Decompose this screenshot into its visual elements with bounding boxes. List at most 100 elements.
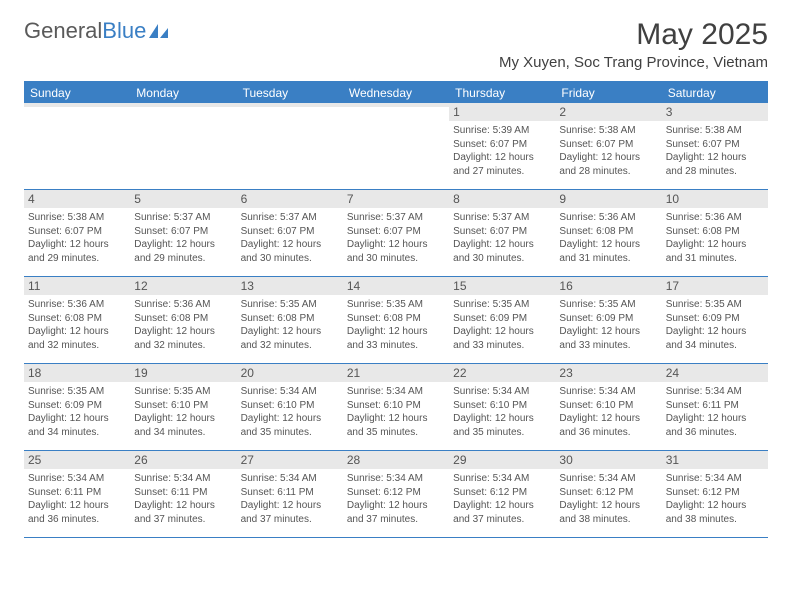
sunset-text: Sunset: 6:07 PM bbox=[347, 225, 445, 239]
sunrise-text: Sunrise: 5:34 AM bbox=[241, 385, 339, 399]
sunset-text: Sunset: 6:10 PM bbox=[347, 399, 445, 413]
weeks-container: 1Sunrise: 5:39 AMSunset: 6:07 PMDaylight… bbox=[24, 103, 768, 538]
week-row: 11Sunrise: 5:36 AMSunset: 6:08 PMDayligh… bbox=[24, 277, 768, 364]
sunrise-text: Sunrise: 5:39 AM bbox=[453, 124, 551, 138]
day-number: 23 bbox=[555, 364, 661, 382]
sunrise-text: Sunrise: 5:34 AM bbox=[666, 472, 764, 486]
daylight-text: Daylight: 12 hours and 34 minutes. bbox=[28, 412, 126, 439]
day-cell bbox=[24, 103, 130, 189]
sunset-text: Sunset: 6:07 PM bbox=[453, 138, 551, 152]
day-number: 8 bbox=[449, 190, 555, 208]
day-number: 1 bbox=[449, 103, 555, 121]
daylight-text: Daylight: 12 hours and 36 minutes. bbox=[559, 412, 657, 439]
day-cell: 12Sunrise: 5:36 AMSunset: 6:08 PMDayligh… bbox=[130, 277, 236, 363]
sunset-text: Sunset: 6:08 PM bbox=[559, 225, 657, 239]
day-cell: 9Sunrise: 5:36 AMSunset: 6:08 PMDaylight… bbox=[555, 190, 661, 276]
day-cell: 6 Sunrise: 5:37 AMSunset: 6:07 PMDaylight… bbox=[237, 190, 343, 276]
week-row: 25Sunrise: 5:34 AMSunset: 6:11 PMDayligh… bbox=[24, 451, 768, 538]
weekday-header-row: Sunday Monday Tuesday Wednesday Thursday… bbox=[24, 83, 768, 103]
daylight-text: Daylight: 12 hours and 37 minutes. bbox=[134, 499, 232, 526]
sunset-text: Sunset: 6:09 PM bbox=[453, 312, 551, 326]
day-number: 22 bbox=[449, 364, 555, 382]
sunrise-text: Sunrise: 5:34 AM bbox=[347, 385, 445, 399]
day-number: 28 bbox=[343, 451, 449, 469]
daylight-text: Daylight: 12 hours and 29 minutes. bbox=[28, 238, 126, 265]
weekday-monday: Monday bbox=[130, 83, 236, 103]
sunrise-text: Sunrise: 5:34 AM bbox=[453, 385, 551, 399]
day-number: 6 bbox=[237, 190, 343, 208]
day-cell: 13Sunrise: 5:35 AMSunset: 6:08 PMDayligh… bbox=[237, 277, 343, 363]
sunrise-text: Sunrise: 5:34 AM bbox=[559, 472, 657, 486]
sunset-text: Sunset: 6:07 PM bbox=[666, 138, 764, 152]
day-cell bbox=[237, 103, 343, 189]
day-cell: 11Sunrise: 5:36 AMSunset: 6:08 PMDayligh… bbox=[24, 277, 130, 363]
header: GeneralBlue May 2025 My Xuyen, Soc Trang… bbox=[24, 18, 768, 71]
day-number: 17 bbox=[662, 277, 768, 295]
sunrise-text: Sunrise: 5:34 AM bbox=[559, 385, 657, 399]
day-number: 31 bbox=[662, 451, 768, 469]
daylight-text: Daylight: 12 hours and 32 minutes. bbox=[28, 325, 126, 352]
day-number bbox=[24, 103, 130, 107]
day-number: 13 bbox=[237, 277, 343, 295]
day-number bbox=[343, 103, 449, 107]
logo-sail-icon bbox=[148, 22, 170, 40]
week-row: 1Sunrise: 5:39 AMSunset: 6:07 PMDaylight… bbox=[24, 103, 768, 190]
daylight-text: Daylight: 12 hours and 33 minutes. bbox=[347, 325, 445, 352]
daylight-text: Daylight: 12 hours and 30 minutes. bbox=[241, 238, 339, 265]
daylight-text: Daylight: 12 hours and 28 minutes. bbox=[666, 151, 764, 178]
day-cell: 24Sunrise: 5:34 AMSunset: 6:11 PMDayligh… bbox=[662, 364, 768, 450]
sunset-text: Sunset: 6:08 PM bbox=[28, 312, 126, 326]
day-cell: 29Sunrise: 5:34 AMSunset: 6:12 PMDayligh… bbox=[449, 451, 555, 537]
day-cell bbox=[130, 103, 236, 189]
day-number: 2 bbox=[555, 103, 661, 121]
daylight-text: Daylight: 12 hours and 32 minutes. bbox=[241, 325, 339, 352]
daylight-text: Daylight: 12 hours and 29 minutes. bbox=[134, 238, 232, 265]
day-number: 25 bbox=[24, 451, 130, 469]
day-cell: 2Sunrise: 5:38 AMSunset: 6:07 PMDaylight… bbox=[555, 103, 661, 189]
sunrise-text: Sunrise: 5:35 AM bbox=[453, 298, 551, 312]
daylight-text: Daylight: 12 hours and 37 minutes. bbox=[347, 499, 445, 526]
sunrise-text: Sunrise: 5:37 AM bbox=[453, 211, 551, 225]
daylight-text: Daylight: 12 hours and 38 minutes. bbox=[666, 499, 764, 526]
sunset-text: Sunset: 6:09 PM bbox=[559, 312, 657, 326]
day-cell: 4Sunrise: 5:38 AMSunset: 6:07 PMDaylight… bbox=[24, 190, 130, 276]
day-number: 26 bbox=[130, 451, 236, 469]
day-cell: 31 Sunrise: 5:34 AMSunset: 6:12 PMDayligh… bbox=[662, 451, 768, 537]
sunset-text: Sunset: 6:12 PM bbox=[666, 486, 764, 500]
sunrise-text: Sunrise: 5:35 AM bbox=[134, 385, 232, 399]
day-number: 9 bbox=[555, 190, 661, 208]
day-cell: 5Sunrise: 5:37 AMSunset: 6:07 PMDaylight… bbox=[130, 190, 236, 276]
day-number: 5 bbox=[130, 190, 236, 208]
day-cell: 17Sunrise: 5:35 AMSunset: 6:09 PMDayligh… bbox=[662, 277, 768, 363]
day-cell: 14Sunrise: 5:35 AMSunset: 6:08 PMDayligh… bbox=[343, 277, 449, 363]
sunset-text: Sunset: 6:12 PM bbox=[453, 486, 551, 500]
weekday-tuesday: Tuesday bbox=[237, 83, 343, 103]
daylight-text: Daylight: 12 hours and 33 minutes. bbox=[559, 325, 657, 352]
daylight-text: Daylight: 12 hours and 30 minutes. bbox=[453, 238, 551, 265]
daylight-text: Daylight: 12 hours and 35 minutes. bbox=[347, 412, 445, 439]
sunrise-text: Sunrise: 5:37 AM bbox=[241, 211, 339, 225]
day-number: 11 bbox=[24, 277, 130, 295]
day-cell bbox=[343, 103, 449, 189]
sunset-text: Sunset: 6:07 PM bbox=[241, 225, 339, 239]
day-cell: 18Sunrise: 5:35 AMSunset: 6:09 PMDayligh… bbox=[24, 364, 130, 450]
day-number: 14 bbox=[343, 277, 449, 295]
weekday-sunday: Sunday bbox=[24, 83, 130, 103]
logo-text-general: General bbox=[24, 18, 102, 44]
sunrise-text: Sunrise: 5:34 AM bbox=[347, 472, 445, 486]
daylight-text: Daylight: 12 hours and 30 minutes. bbox=[347, 238, 445, 265]
day-cell: 10Sunrise: 5:36 AMSunset: 6:08 PMDayligh… bbox=[662, 190, 768, 276]
daylight-text: Daylight: 12 hours and 37 minutes. bbox=[453, 499, 551, 526]
weekday-thursday: Thursday bbox=[449, 83, 555, 103]
day-number: 16 bbox=[555, 277, 661, 295]
month-title: May 2025 bbox=[499, 18, 768, 52]
day-cell: 1Sunrise: 5:39 AMSunset: 6:07 PMDaylight… bbox=[449, 103, 555, 189]
sunset-text: Sunset: 6:07 PM bbox=[559, 138, 657, 152]
day-number: 27 bbox=[237, 451, 343, 469]
sunrise-text: Sunrise: 5:36 AM bbox=[666, 211, 764, 225]
day-cell: 20Sunrise: 5:34 AMSunset: 6:10 PMDayligh… bbox=[237, 364, 343, 450]
day-cell: 19Sunrise: 5:35 AMSunset: 6:10 PMDayligh… bbox=[130, 364, 236, 450]
calendar: Sunday Monday Tuesday Wednesday Thursday… bbox=[24, 81, 768, 538]
day-number: 18 bbox=[24, 364, 130, 382]
sunset-text: Sunset: 6:12 PM bbox=[559, 486, 657, 500]
